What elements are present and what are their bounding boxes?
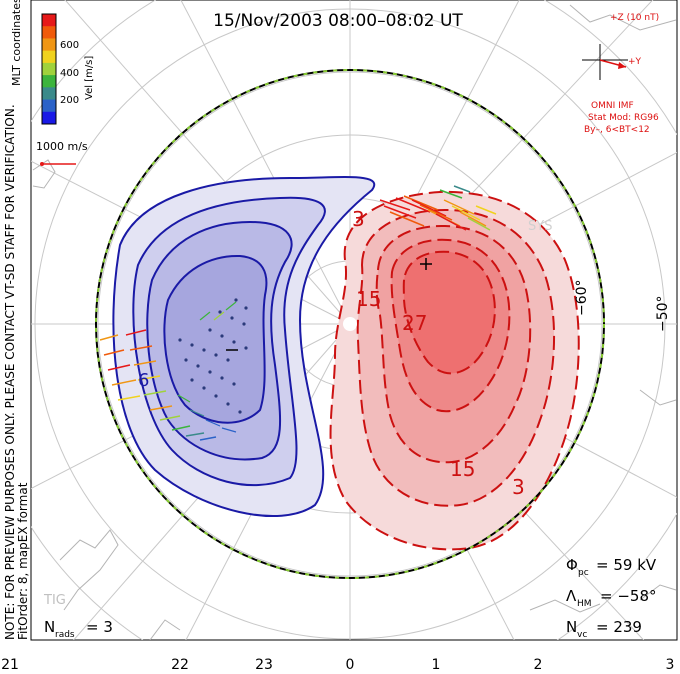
hm-boundary-dash <box>95 69 605 579</box>
colorbar-tick: 600 <box>60 40 79 51</box>
imf-text: +Z (10 nT) +Y OMNI IMF Stat Mod: RG96 By… <box>584 13 659 135</box>
preview-note: NOTE: FOR PREVIEW PURPOSES ONLY. PLEASE … <box>3 104 17 640</box>
colorbar-swatch <box>42 62 56 76</box>
velocity-vectors-mid <box>177 301 237 433</box>
mlt-axis: 21 22 23 0 1 2 3 <box>1 657 674 673</box>
imf-z-label: +Z (10 nT) <box>610 13 659 23</box>
stat-nrads-value: = 3 <box>86 618 113 636</box>
mlt-tick: 0 <box>346 657 355 673</box>
velocity-vectors-west <box>99 329 217 441</box>
stat-lambda-sub: HM <box>577 599 592 609</box>
potential-max-marker <box>420 258 432 270</box>
scale-vector-label: 1000 m/s <box>36 140 88 153</box>
mlt-tick: 2 <box>534 657 543 673</box>
colorbar-tick: 200 <box>60 95 79 106</box>
positive-potential-cell <box>329 190 580 551</box>
colorbar <box>41 13 57 125</box>
negative-potential-cell <box>112 176 376 517</box>
velocity-dots-west <box>178 298 248 414</box>
negative-contour-label: 6 <box>138 370 149 391</box>
station-label-tig: TIG <box>43 593 66 608</box>
mlt-tick: 1 <box>432 657 441 673</box>
stat-nvc-sub: vc <box>577 630 587 640</box>
contour-label: 15 <box>356 287 381 311</box>
contour-label: 15 <box>450 457 475 481</box>
mlt-tick: 21 <box>1 657 19 673</box>
stat-phi-value: = 59 kV <box>596 556 657 574</box>
plot-title: 15/Nov/2003 08:00–08:02 UT <box>213 11 463 31</box>
colorbar-swatch <box>42 75 56 88</box>
stat-nrads-symbol: N <box>44 618 55 636</box>
colorbar-swatch <box>42 14 56 27</box>
mlt-tick: 23 <box>255 657 273 673</box>
lat-label-60: −60° <box>574 279 590 316</box>
velocity-vectors-northeast <box>379 185 497 231</box>
colorbar-border <box>41 13 57 125</box>
stat-phi-symbol: Φ <box>566 556 578 574</box>
lat-label-50: −50° <box>655 295 671 332</box>
stat-nvc-symbol: N <box>566 618 577 636</box>
imf-condition: By–, 6<BT<12 <box>584 125 650 135</box>
imf-y-label: +Y <box>628 57 642 67</box>
contour-label: 3 <box>512 475 525 499</box>
coastlines <box>32 4 677 640</box>
colorbar-swatch <box>42 87 56 101</box>
stat-nvc-value: = 239 <box>596 618 642 636</box>
colorbar-swatch <box>42 111 56 125</box>
colorbar-swatch <box>42 38 56 52</box>
contour-label: 3 <box>352 207 365 231</box>
mlt-tick: 3 <box>666 657 675 673</box>
colorbar-swatch <box>42 99 56 113</box>
stat-lambda-symbol: Λ <box>566 587 577 605</box>
stat-phi-sub: pc <box>578 568 589 578</box>
stats: Φ pc = 59 kV Λ HM = −58° N vc = 239 N ra… <box>44 556 657 640</box>
contour-labels: 3 15 27 15 3 <box>352 207 525 499</box>
scale-vector-origin <box>40 162 44 166</box>
stat-nrads-sub: rads <box>55 630 75 640</box>
colorbar-label: Vel [m/s] <box>84 56 95 100</box>
colorbar-swatch <box>42 50 56 64</box>
imf-model: Stat Mod: RG96 <box>588 113 659 123</box>
pole-marker <box>343 317 357 331</box>
colorbar-tick: 400 <box>60 68 79 79</box>
imf-source: OMNI IMF <box>591 101 634 111</box>
mlt-tick: 22 <box>171 657 189 673</box>
imf-clock <box>582 44 628 80</box>
colorbar-swatch <box>42 26 56 39</box>
station-label-sys: SYS <box>528 219 552 234</box>
coord-label: MLT coordinates <box>10 0 23 86</box>
colorbar-ticks: 600 400 200 <box>60 40 79 106</box>
contour-label: 27 <box>402 311 427 335</box>
fit-order-note: FitOrder: 8, mapEX format <box>16 482 30 640</box>
stat-lambda-value: = −58° <box>600 587 657 605</box>
